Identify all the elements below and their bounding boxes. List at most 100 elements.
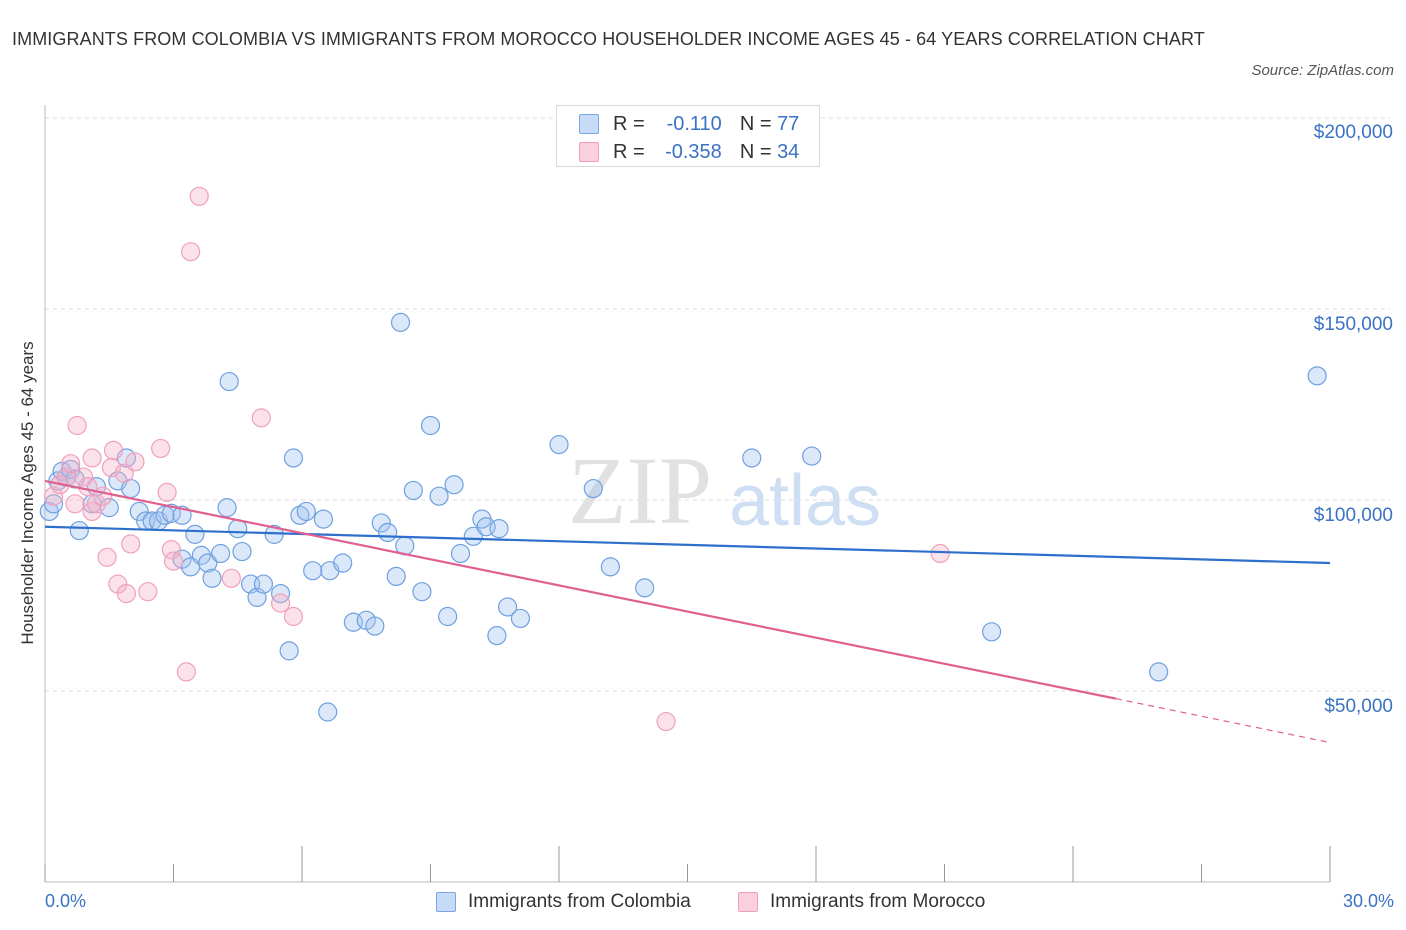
source-label: Source: ZipAtlas.com xyxy=(1251,62,1394,79)
point-colombia xyxy=(489,519,509,539)
series-legend-colombia: Immigrants from Colombia xyxy=(436,889,691,915)
point-morocco xyxy=(656,711,676,732)
y-axis-label: Householder Income Ages 45 - 64 years xyxy=(18,341,37,645)
point-morocco xyxy=(163,551,184,571)
legend-swatch-colombia xyxy=(579,114,599,134)
watermark-zip: ZIP xyxy=(568,437,712,544)
series-legend-swatch-colombia xyxy=(436,892,456,912)
point-morocco xyxy=(930,543,950,564)
point-colombia xyxy=(498,597,518,617)
point-morocco xyxy=(121,534,141,554)
point-colombia xyxy=(217,498,237,518)
x-tick-label-min: 0.0% xyxy=(45,891,87,911)
point-colombia xyxy=(185,524,205,544)
legend-row-colombia: R = -0.110 N = 77 xyxy=(579,111,799,137)
point-colombia xyxy=(43,494,64,514)
point-colombia xyxy=(487,626,507,646)
series-legend-morocco: Immigrants from Morocco xyxy=(738,889,985,915)
point-colombia xyxy=(386,566,406,587)
point-morocco xyxy=(161,540,181,560)
legend-n-label: N = xyxy=(739,112,772,135)
point-colombia xyxy=(420,415,441,436)
point-colombia xyxy=(403,480,423,501)
point-morocco xyxy=(157,482,177,502)
y-tick-label-100000: $100,000 xyxy=(1313,505,1393,526)
point-colombia xyxy=(365,616,385,636)
series-legend-label-morocco: Immigrants from Morocco xyxy=(770,891,986,912)
point-morocco xyxy=(125,452,145,472)
grid-lines xyxy=(45,117,1390,692)
point-colombia xyxy=(211,543,231,564)
point-morocco xyxy=(151,438,171,459)
point-colombia xyxy=(549,435,569,455)
chart-title: IMMIGRANTS FROM COLOMBIA VS IMMIGRANTS F… xyxy=(12,29,1205,49)
point-colombia xyxy=(742,448,762,468)
point-colombia xyxy=(129,501,149,522)
point-morocco xyxy=(43,486,64,506)
point-morocco xyxy=(176,662,196,682)
point-colombia xyxy=(982,622,1002,642)
point-colombia xyxy=(390,312,411,332)
point-colombia xyxy=(202,568,222,588)
point-morocco xyxy=(138,582,158,602)
point-colombia xyxy=(412,582,432,602)
point-colombia xyxy=(232,541,252,562)
point-colombia xyxy=(69,520,89,541)
legend-n-value-colombia: 77 xyxy=(777,112,800,135)
point-colombia xyxy=(279,641,299,661)
trend-line-colombia xyxy=(44,525,1331,565)
x-tick-label-max: 30.0% xyxy=(1342,891,1394,911)
point-morocco xyxy=(61,454,81,474)
legend-r-label: R = xyxy=(613,140,645,163)
point-morocco xyxy=(181,242,201,262)
point-colombia xyxy=(1307,366,1327,386)
series-legend-label-colombia: Immigrants from Colombia xyxy=(468,891,691,912)
point-colombia xyxy=(333,553,353,573)
legend-r-value-morocco: -0.358 xyxy=(665,140,722,163)
point-colombia xyxy=(378,522,398,543)
correlation-legend: R = -0.110 N = 77 R = -0.358 N = 34 xyxy=(556,105,820,167)
point-morocco xyxy=(97,547,117,567)
point-morocco xyxy=(116,583,136,604)
point-morocco xyxy=(82,448,102,468)
point-morocco xyxy=(189,186,209,206)
point-colombia xyxy=(371,513,391,533)
point-morocco xyxy=(270,593,291,613)
point-colombia xyxy=(283,448,304,468)
point-colombia xyxy=(463,526,483,546)
point-colombia xyxy=(296,501,316,522)
y-tick-label-150000: $150,000 xyxy=(1313,314,1393,335)
point-colombia xyxy=(583,478,603,499)
point-colombia xyxy=(219,371,239,392)
point-colombia xyxy=(253,574,274,594)
point-colombia xyxy=(313,509,334,529)
point-colombia xyxy=(191,545,211,565)
point-colombia xyxy=(318,702,338,722)
watermark-atlas: atlas xyxy=(729,461,881,541)
legend-n-value-morocco: 34 xyxy=(777,140,800,163)
point-colombia xyxy=(429,486,449,506)
point-colombia xyxy=(802,446,822,466)
point-colombia xyxy=(303,561,323,581)
legend-n-label: N = xyxy=(739,140,772,163)
trend-lines xyxy=(44,479,1331,744)
y-tick-label-50000: $50,000 xyxy=(1324,696,1393,717)
point-morocco xyxy=(103,440,124,460)
legend-r-label: R = xyxy=(613,112,645,135)
point-morocco xyxy=(221,568,241,588)
point-morocco xyxy=(93,486,113,506)
point-colombia xyxy=(450,543,471,564)
point-colombia xyxy=(510,608,531,629)
point-colombia xyxy=(444,475,464,495)
point-morocco xyxy=(65,494,85,514)
point-morocco xyxy=(283,606,304,627)
point-colombia xyxy=(198,553,218,573)
point-morocco xyxy=(251,408,271,428)
point-colombia xyxy=(1149,662,1169,682)
y-tick-label-200000: $200,000 xyxy=(1313,122,1393,143)
trend-line-morocco-extension xyxy=(1115,698,1331,744)
point-colombia xyxy=(600,557,621,577)
trend-line-morocco xyxy=(44,479,1117,700)
point-morocco xyxy=(86,494,107,514)
